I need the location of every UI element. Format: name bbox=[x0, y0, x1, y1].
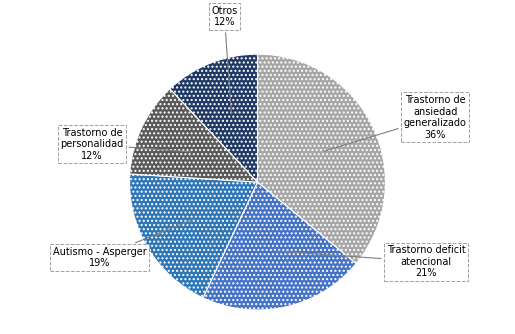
Wedge shape bbox=[130, 89, 258, 182]
Text: Trastorno de
personalidad
12%: Trastorno de personalidad 12% bbox=[60, 128, 191, 161]
Wedge shape bbox=[258, 54, 385, 264]
Wedge shape bbox=[203, 182, 356, 310]
Text: Trastorno de
ansiedad
generalizado
36%: Trastorno de ansiedad generalizado 36% bbox=[324, 95, 467, 151]
Text: Otros
12%: Otros 12% bbox=[211, 6, 237, 114]
Text: Trastorno deficit
atencional
21%: Trastorno deficit atencional 21% bbox=[276, 245, 466, 279]
Wedge shape bbox=[130, 174, 258, 298]
Wedge shape bbox=[170, 54, 258, 182]
Text: Autismo - Asperger
19%: Autismo - Asperger 19% bbox=[53, 219, 194, 268]
